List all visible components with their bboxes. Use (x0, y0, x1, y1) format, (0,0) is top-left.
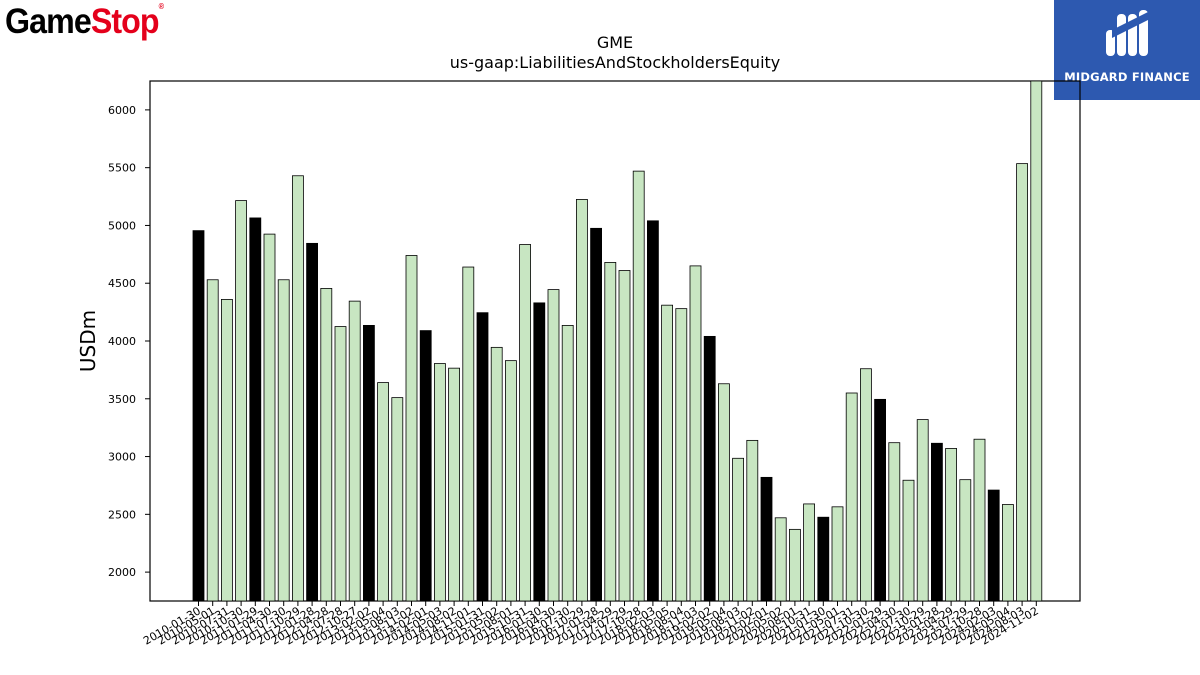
y-tick-label: 4500 (108, 277, 136, 290)
bar-2024-11-02 (1030, 80, 1043, 602)
bar-2018-08-04 (675, 308, 688, 602)
y-tick-label: 3500 (108, 393, 136, 406)
bar-2017-04-29 (604, 262, 617, 602)
bar-2022-07-30 (902, 479, 915, 602)
bar-2020-10-31 (803, 503, 815, 602)
bar-2020-02-01 (760, 476, 773, 602)
bar-2021-01-30 (817, 516, 830, 602)
y-tick-label: 4000 (108, 335, 136, 348)
bar-2018-02-03 (647, 220, 659, 602)
bar-2017-01-28 (590, 227, 602, 602)
bar-2019-08-03 (732, 457, 744, 602)
bar-2011-07-30 (277, 279, 290, 602)
bar-2012-07-28 (334, 326, 347, 602)
bar-2011-10-29 (291, 175, 304, 602)
bar-2011-04-30 (263, 233, 276, 602)
registered-mark: ® (158, 2, 164, 11)
bar-2016-04-30 (547, 289, 560, 602)
bar-2010-10-30 (235, 200, 248, 602)
y-tick-label: 3000 (108, 451, 136, 464)
y-tick-label: 5500 (108, 162, 136, 175)
bar-2017-10-28 (632, 170, 645, 602)
y-tick-label: 6000 (108, 104, 136, 117)
midgard-finance-icon (1106, 10, 1148, 56)
midgard-finance-text: MIDGARD FINANCE (1064, 70, 1190, 84)
y-axis-label: USDm (76, 310, 100, 372)
bar-2014-05-03 (433, 363, 446, 602)
bar-2020-08-01 (789, 528, 801, 602)
bar-2015-05-02 (490, 346, 503, 602)
bar-2016-10-29 (576, 199, 588, 602)
bar-2016-07-30 (561, 324, 574, 602)
bar-2016-01-30 (533, 302, 546, 602)
bar-2015-01-31 (476, 312, 489, 602)
bar-2013-05-04 (377, 382, 390, 602)
bar-2020-05-02 (774, 517, 787, 602)
bar-2017-07-29 (618, 270, 631, 602)
bar-2022-01-29 (874, 398, 886, 602)
bar-2023-04-29 (945, 448, 957, 602)
bar-2023-07-29 (959, 479, 972, 602)
bars-group (192, 80, 1043, 602)
bar-2018-11-03 (689, 265, 702, 602)
bar-2010-01-30 (192, 230, 205, 602)
midgard-finance-logo: MIDGARD FINANCE (1054, 0, 1200, 100)
bar-2023-01-28 (931, 442, 943, 602)
bar-2019-05-04 (718, 383, 730, 602)
bar-2010-07-31 (220, 298, 233, 602)
bar-2024-05-04 (1002, 504, 1014, 602)
bar-2011-01-29 (249, 217, 262, 602)
bar-2021-10-30 (860, 368, 872, 602)
bar-2022-10-29 (916, 419, 929, 602)
gamestop-logo: GameStop® (5, 2, 164, 42)
bar-2013-08-03 (391, 397, 404, 602)
bar-2012-01-28 (306, 242, 319, 602)
bar-2015-10-31 (519, 244, 531, 602)
bar-2024-02-03 (987, 489, 1000, 602)
bar-2014-08-02 (448, 367, 461, 602)
chart-subtitle: us-gaap:LiabilitiesAndStockholdersEquity (449, 53, 781, 72)
bar-2021-07-31 (845, 392, 858, 602)
bar-2012-10-27 (348, 300, 361, 602)
bar-2021-05-01 (831, 506, 844, 602)
bar-2014-11-01 (462, 266, 475, 602)
x-axis: 2010-01-302010-05-012010-07-312010-10-30… (141, 601, 1041, 648)
bar-2018-05-05 (661, 304, 673, 602)
bar-2014-02-01 (419, 330, 432, 602)
bar-2019-11-02 (746, 439, 759, 602)
chart-title: GME (596, 33, 634, 52)
gamestop-logo-game: Game (5, 2, 92, 41)
bar-2013-11-02 (405, 255, 418, 602)
bar-2010-05-01 (206, 279, 219, 602)
y-tick-label: 2500 (108, 508, 136, 521)
y-axis: 2000 2500 3000 3500 4000 4500 5000 5500 6000 (108, 104, 150, 579)
bar-2012-04-28 (320, 288, 333, 602)
bar-2013-02-02 (362, 324, 375, 602)
bar-2015-08-01 (504, 360, 517, 602)
bar-2024-08-03 (1016, 163, 1028, 602)
gamestop-logo-stop: Stop (90, 2, 160, 41)
bar-2022-04-30 (888, 442, 901, 602)
bar-2023-10-28 (973, 438, 986, 602)
y-tick-label: 2000 (108, 566, 136, 579)
y-tick-label: 5000 (108, 219, 136, 232)
bar-2019-02-02 (703, 335, 716, 602)
